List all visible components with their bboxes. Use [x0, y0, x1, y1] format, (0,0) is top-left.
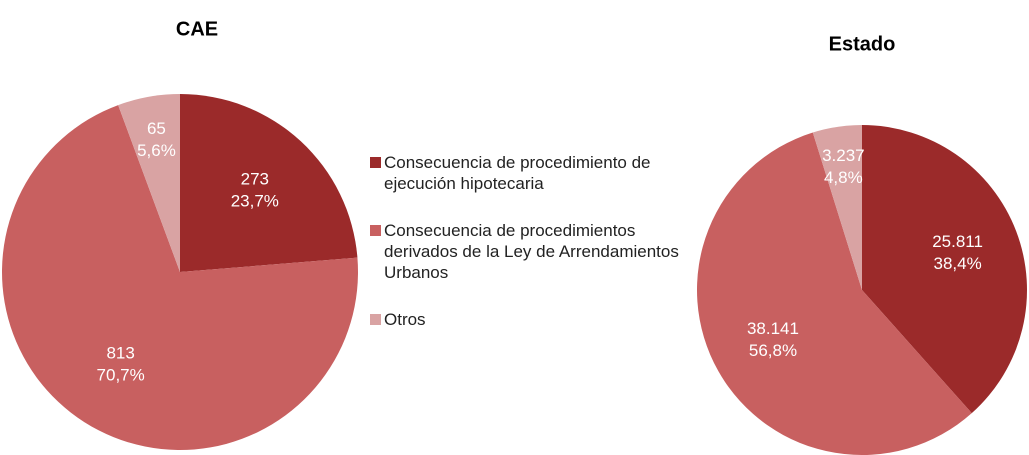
legend-item: Consecuencia de procedimiento de ejecuci…: [370, 152, 690, 194]
value-label: 25.811: [932, 232, 983, 251]
chart-title: Estado: [829, 33, 896, 55]
percent-label: 38,4%: [933, 254, 981, 273]
value-label: 813: [106, 344, 134, 363]
percent-label: 4,8%: [824, 168, 863, 187]
legend-swatch: [370, 314, 381, 325]
value-label: 3.237: [822, 146, 865, 165]
legend-label: Otros: [384, 310, 426, 329]
value-label: 38.141: [747, 319, 799, 338]
percent-label: 70,7%: [97, 366, 145, 385]
pie-slice: [862, 125, 1027, 414]
legend-label: Consecuencia de procedimientos derivados…: [384, 221, 679, 282]
legend-swatch: [370, 225, 381, 236]
pie-slice: [180, 94, 358, 272]
percent-label: 23,7%: [231, 191, 279, 210]
pie-slice: [697, 132, 972, 455]
value-label: 65: [147, 119, 166, 138]
legend: Consecuencia de procedimiento de ejecuci…: [370, 152, 690, 356]
pie-slice: [812, 125, 862, 290]
percent-label: 56,8%: [749, 341, 797, 360]
chart-title: CAE: [176, 18, 218, 40]
legend-item: Otros: [370, 309, 690, 330]
value-label: 273: [241, 169, 269, 188]
legend-label: Consecuencia de procedimiento de ejecuci…: [384, 153, 651, 193]
legend-item: Consecuencia de procedimientos derivados…: [370, 220, 690, 283]
pie-slice: [118, 94, 180, 272]
legend-swatch: [370, 157, 381, 168]
pie-slice: [1, 105, 358, 451]
percent-label: 5,6%: [137, 141, 176, 160]
